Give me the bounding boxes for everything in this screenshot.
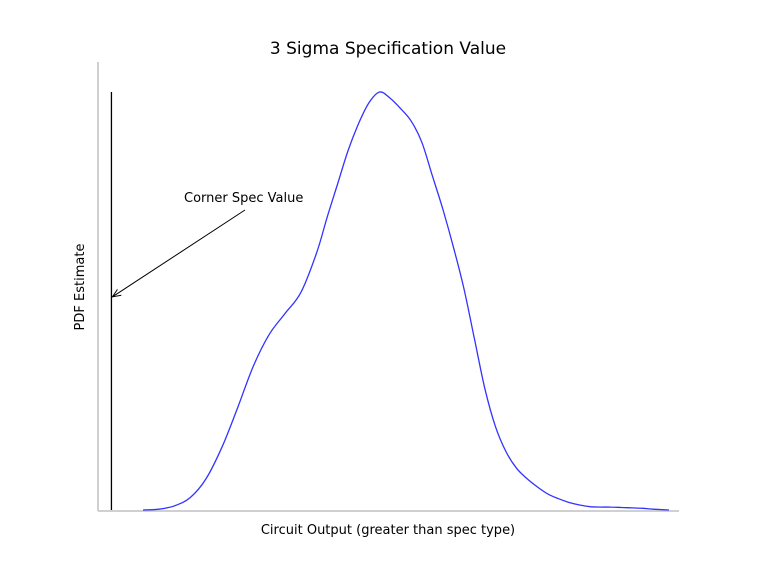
chart-title: 3 Sigma Specification Value xyxy=(270,39,506,59)
y-axis-label: PDF Estimate xyxy=(73,244,88,331)
annotation-arrow xyxy=(112,209,246,298)
pdf-curve xyxy=(142,91,670,511)
annotation-arrowhead xyxy=(111,289,122,298)
x-axis-label: Circuit Output (greater than spec type) xyxy=(261,523,515,538)
annotation-corner-spec-value: Corner Spec Value xyxy=(184,191,303,206)
